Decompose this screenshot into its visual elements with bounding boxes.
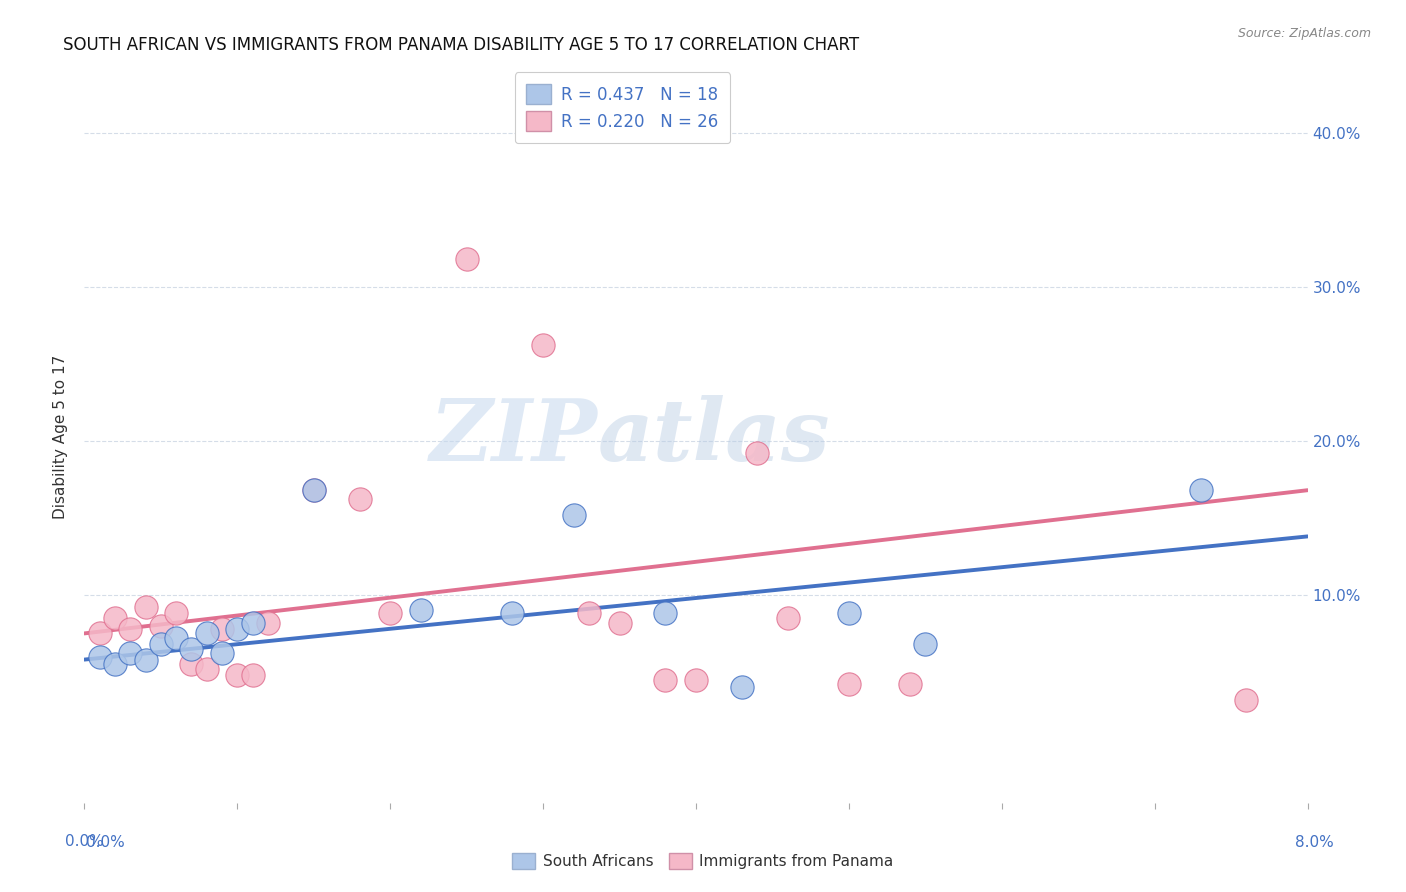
Point bbox=[89, 649, 111, 664]
Point bbox=[502, 607, 524, 621]
Point bbox=[135, 600, 157, 615]
Point bbox=[226, 668, 249, 682]
Point bbox=[380, 607, 402, 621]
Point bbox=[578, 607, 600, 621]
Point bbox=[165, 607, 187, 621]
Point bbox=[149, 637, 172, 651]
Point bbox=[1189, 483, 1212, 498]
Point bbox=[654, 673, 676, 687]
Point bbox=[242, 668, 264, 682]
Point bbox=[135, 652, 157, 666]
Text: 0.0%: 0.0% bbox=[86, 836, 125, 850]
Point bbox=[562, 508, 585, 522]
Point bbox=[1236, 692, 1258, 706]
Text: SOUTH AFRICAN VS IMMIGRANTS FROM PANAMA DISABILITY AGE 5 TO 17 CORRELATION CHART: SOUTH AFRICAN VS IMMIGRANTS FROM PANAMA … bbox=[63, 36, 859, 54]
Point bbox=[257, 615, 280, 630]
Point bbox=[409, 603, 432, 617]
Point bbox=[211, 647, 233, 661]
Text: 8.0%: 8.0% bbox=[1295, 836, 1334, 850]
Text: 0.0%: 0.0% bbox=[65, 834, 104, 849]
Text: atlas: atlas bbox=[598, 395, 831, 479]
Legend: R = 0.437   N = 18, R = 0.220   N = 26: R = 0.437 N = 18, R = 0.220 N = 26 bbox=[515, 72, 730, 143]
Point bbox=[531, 338, 554, 352]
Point bbox=[226, 622, 249, 636]
Point bbox=[89, 626, 111, 640]
Point bbox=[838, 677, 860, 691]
Point bbox=[731, 681, 754, 695]
Point bbox=[104, 657, 127, 672]
Point bbox=[195, 626, 218, 640]
Point bbox=[180, 657, 202, 672]
Legend: South Africans, Immigrants from Panama: South Africans, Immigrants from Panama bbox=[506, 847, 900, 875]
Point bbox=[180, 641, 202, 656]
Point bbox=[914, 637, 936, 651]
Text: ZIP: ZIP bbox=[430, 395, 598, 479]
Point bbox=[456, 252, 478, 267]
Point bbox=[776, 611, 799, 625]
Point bbox=[654, 607, 676, 621]
Point bbox=[609, 615, 631, 630]
Text: Source: ZipAtlas.com: Source: ZipAtlas.com bbox=[1237, 27, 1371, 40]
Point bbox=[242, 615, 264, 630]
Point bbox=[838, 607, 860, 621]
Point bbox=[195, 662, 218, 676]
Point bbox=[120, 647, 142, 661]
Point bbox=[104, 611, 127, 625]
Point bbox=[165, 631, 187, 645]
Point bbox=[149, 618, 172, 632]
Point bbox=[211, 622, 233, 636]
Point bbox=[349, 492, 371, 507]
Point bbox=[120, 622, 142, 636]
Point bbox=[747, 446, 769, 460]
Point bbox=[302, 483, 325, 498]
Point bbox=[685, 673, 707, 687]
Point bbox=[898, 677, 921, 691]
Y-axis label: Disability Age 5 to 17: Disability Age 5 to 17 bbox=[53, 355, 69, 519]
Point bbox=[302, 483, 325, 498]
